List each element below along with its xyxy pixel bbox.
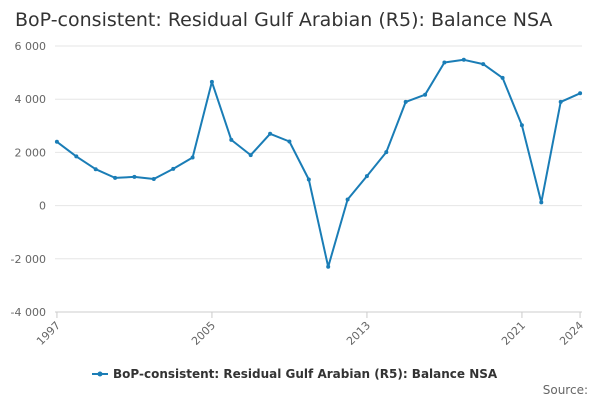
data-point[interactable] — [481, 62, 486, 67]
x-tick-label: 2005 — [189, 319, 218, 348]
data-point[interactable] — [132, 174, 137, 179]
chart-title: BoP-consistent: Residual Gulf Arabian (R… — [15, 9, 552, 31]
source-label[interactable]: Source: — [543, 383, 588, 397]
y-tick-label: 2 000 — [15, 146, 47, 159]
x-tick-label: 2013 — [344, 319, 373, 348]
series-line — [56, 58, 581, 268]
legend[interactable]: BoP-consistent: Residual Gulf Arabian (R… — [92, 367, 498, 381]
data-point[interactable] — [442, 60, 447, 65]
data-point[interactable] — [364, 174, 369, 179]
data-point[interactable] — [403, 99, 408, 104]
data-point[interactable] — [248, 153, 253, 158]
y-tick-label: -4 000 — [11, 306, 46, 319]
legend-marker-icon — [97, 371, 103, 377]
data-point[interactable] — [500, 75, 505, 80]
data-point[interactable] — [287, 139, 292, 144]
data-point[interactable] — [306, 177, 311, 182]
data-point[interactable] — [229, 137, 234, 142]
legend-label: BoP-consistent: Residual Gulf Arabian (R… — [113, 367, 498, 381]
y-tick-label: -2 000 — [11, 253, 46, 266]
data-point[interactable] — [519, 123, 524, 128]
data-point[interactable] — [384, 150, 389, 155]
data-point[interactable] — [171, 166, 176, 171]
data-point[interactable] — [113, 175, 118, 180]
data-point[interactable] — [578, 91, 583, 96]
data-point[interactable] — [461, 57, 466, 62]
data-point[interactable] — [326, 264, 331, 269]
grid-lines — [55, 45, 582, 313]
y-tick-label: 4 000 — [15, 93, 47, 106]
data-point[interactable] — [423, 92, 428, 97]
y-tick-label: 0 — [39, 200, 46, 213]
x-axis: 1997 2005 2013 2021 2024 — [34, 311, 586, 348]
data-point[interactable] — [209, 79, 214, 84]
data-point[interactable] — [93, 167, 98, 172]
y-axis-ticks: -4 000 -2 000 0 2 000 4 000 6 000 — [11, 40, 46, 319]
series-layer — [54, 57, 583, 269]
data-point[interactable] — [151, 177, 156, 181]
data-point[interactable] — [54, 139, 59, 144]
data-point[interactable] — [539, 200, 544, 205]
y-tick-label: 6 000 — [15, 40, 47, 53]
x-tick-label: 1997 — [34, 319, 63, 348]
data-point[interactable] — [190, 155, 195, 160]
data-point[interactable] — [558, 99, 563, 104]
data-point[interactable] — [345, 197, 350, 202]
x-tick-label: 2024 — [557, 319, 586, 348]
data-point[interactable] — [74, 154, 79, 159]
x-tick-label: 2021 — [499, 319, 528, 348]
data-point[interactable] — [268, 131, 273, 136]
